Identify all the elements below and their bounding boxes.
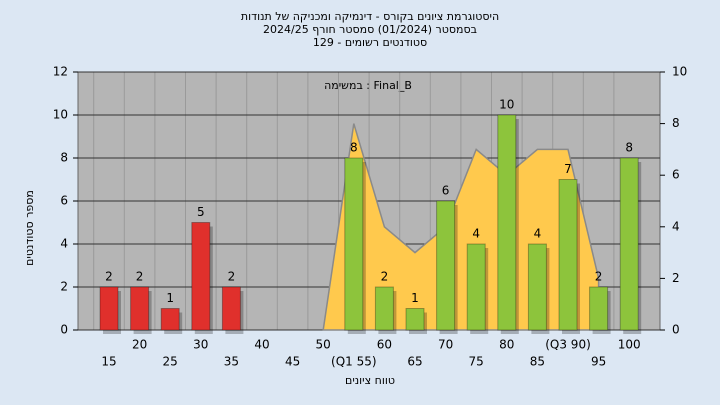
y-tick-label: 8: [60, 151, 68, 165]
x-tick-label: 80: [499, 338, 514, 352]
bar: [374, 286, 394, 331]
x-tick-label: 65: [407, 355, 422, 369]
value-label: 4: [472, 227, 480, 241]
y-tick-label: 12: [53, 65, 68, 79]
x-tick-label: (Q1 55): [331, 355, 377, 369]
bar: [589, 286, 609, 331]
value-label: 8: [350, 141, 358, 155]
x-tick-label: 70: [438, 338, 453, 352]
bar: [436, 200, 456, 331]
x-tick-label: 50: [316, 338, 331, 352]
x-tick-label: 20: [132, 338, 147, 352]
value-label: 7: [564, 162, 572, 176]
y2-tick-label: 2: [672, 271, 680, 285]
y-axis-label: מספר סטודנטים: [23, 190, 36, 266]
bar: [99, 286, 119, 331]
chart-subtitle: סטודנטים רשומים - 129: [313, 36, 427, 49]
value-label: 10: [499, 98, 514, 112]
value-label: 2: [105, 270, 113, 284]
x-tick-label: 35: [224, 355, 239, 369]
bar: [405, 308, 425, 331]
value-label: 2: [381, 270, 389, 284]
y-tick-label: 4: [60, 237, 68, 251]
y-tick-label: 0: [60, 323, 68, 337]
x-axis-label: טווח ציונים: [345, 374, 395, 387]
x-tick-label: 85: [530, 355, 545, 369]
bar: [466, 243, 486, 331]
value-label: 1: [411, 291, 419, 305]
value-label: 8: [625, 141, 633, 155]
bar: [130, 286, 150, 331]
x-tick-label: (Q3 90): [545, 338, 591, 352]
x-tick-label: 25: [163, 355, 178, 369]
bar: [497, 114, 517, 331]
bar: [558, 179, 578, 331]
value-label: 4: [534, 227, 542, 241]
x-tick-label: 95: [591, 355, 606, 369]
y-tick-label: 2: [60, 280, 68, 294]
x-tick-label: 40: [254, 338, 269, 352]
bar: [527, 243, 547, 331]
y2-tick-label: 10: [672, 65, 687, 79]
x-tick-label: 45: [285, 355, 300, 369]
y2-tick-label: 0: [672, 323, 680, 337]
value-label: 2: [136, 270, 144, 284]
y2-tick-label: 6: [672, 168, 680, 182]
bar: [160, 308, 180, 331]
x-tick-label: 100: [618, 338, 641, 352]
bar: [221, 286, 241, 331]
x-tick-label: 30: [193, 338, 208, 352]
value-label: 5: [197, 205, 205, 219]
y-tick-label: 6: [60, 194, 68, 208]
x-tick-label: 15: [101, 355, 116, 369]
bar: [344, 157, 364, 331]
chart-title: היסטוגרמת ציונים בקורס - דינמיקה ומכניקה…: [241, 10, 499, 23]
bar: [619, 157, 639, 331]
y-tick-label: 10: [53, 108, 68, 122]
x-tick-label: 60: [377, 338, 392, 352]
value-label: 6: [442, 184, 450, 198]
y2-tick-label: 8: [672, 116, 680, 130]
bar: [191, 222, 211, 331]
y2-tick-label: 4: [672, 219, 680, 233]
value-label: 1: [166, 291, 174, 305]
value-label: 2: [595, 270, 603, 284]
chart-subtitle: בסמסטר (01/2024) סמסטר חורף 2024/25: [263, 23, 477, 36]
value-label: 2: [228, 270, 236, 284]
annotation: במשימה : Final_B: [324, 79, 412, 92]
x-tick-label: 75: [469, 355, 484, 369]
